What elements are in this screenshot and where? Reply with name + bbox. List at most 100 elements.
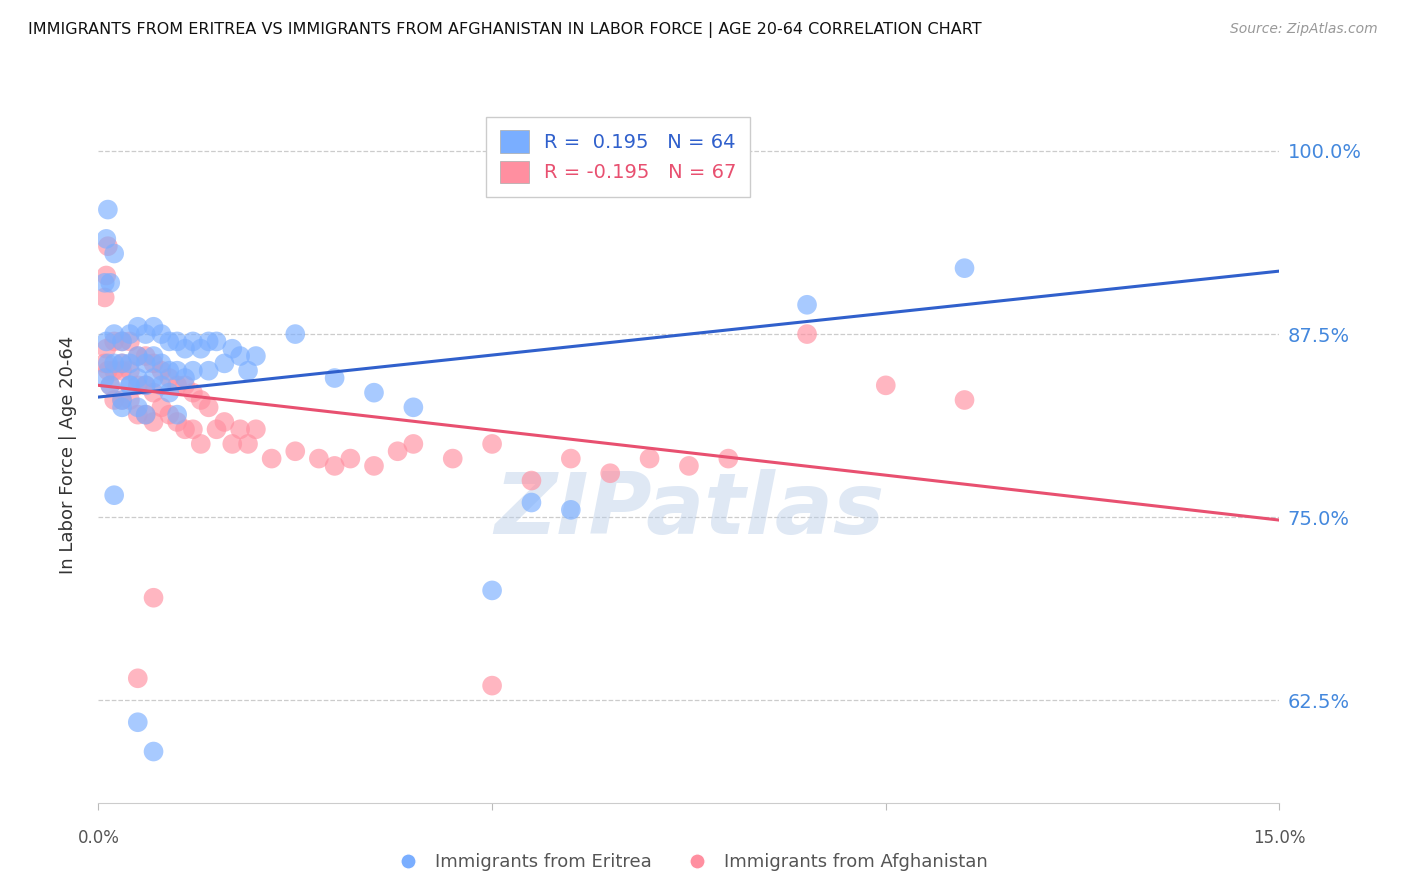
Point [875, 378, 897, 392]
Point [93, 371, 115, 385]
Point [520, 474, 543, 488]
Point [150, 401, 173, 415]
Point [236, 364, 259, 378]
Point [142, 745, 165, 759]
Point [150, 327, 173, 342]
Point [560, 503, 582, 517]
Point [135, 378, 157, 392]
Point [111, 392, 134, 407]
Point [127, 349, 149, 363]
Point [157, 385, 180, 400]
Point [284, 327, 307, 342]
Point [174, 378, 197, 392]
Point [387, 444, 409, 458]
Point [166, 364, 188, 378]
Point [197, 334, 219, 349]
Point [181, 385, 204, 400]
Point [481, 679, 503, 693]
Point [135, 356, 157, 370]
Point [96, 232, 118, 246]
Point [111, 334, 134, 349]
Point [93, 356, 115, 370]
Point [111, 364, 134, 378]
Point [221, 342, 243, 356]
Point [363, 385, 385, 400]
Point [157, 408, 180, 422]
Point [96, 268, 118, 283]
Point [678, 458, 700, 473]
Point [190, 392, 212, 407]
Point [205, 422, 228, 436]
Point [717, 451, 740, 466]
Point [118, 378, 141, 392]
Point [150, 378, 173, 392]
Point [181, 422, 204, 436]
Point [97, 364, 120, 378]
Point [135, 327, 157, 342]
Point [323, 458, 346, 473]
Point [363, 458, 385, 473]
Point [796, 327, 818, 342]
Point [142, 385, 165, 400]
Point [93, 276, 115, 290]
Point [111, 356, 134, 370]
Text: IMMIGRANTS FROM ERITREA VS IMMIGRANTS FROM AFGHANISTAN IN LABOR FORCE | AGE 20-6: IMMIGRANTS FROM ERITREA VS IMMIGRANTS FR… [28, 22, 981, 38]
Point [118, 378, 141, 392]
Point [229, 422, 252, 436]
Point [127, 378, 149, 392]
Point [103, 334, 125, 349]
Legend: R =  0.195   N = 64, R = -0.195   N = 67: R = 0.195 N = 64, R = -0.195 N = 67 [486, 117, 751, 196]
Point [166, 408, 188, 422]
Point [638, 451, 661, 466]
Point [103, 327, 125, 342]
Point [118, 356, 141, 370]
Point [953, 261, 976, 276]
Point [135, 378, 157, 392]
Point [97, 239, 120, 253]
Point [260, 451, 283, 466]
Point [111, 334, 134, 349]
Point [142, 591, 165, 605]
Point [157, 334, 180, 349]
Point [181, 364, 204, 378]
Point [142, 349, 165, 363]
Point [205, 334, 228, 349]
Point [481, 437, 503, 451]
Point [127, 715, 149, 730]
Point [197, 364, 219, 378]
Text: ZIPatlas: ZIPatlas [494, 469, 884, 552]
Point [103, 392, 125, 407]
Point [441, 451, 464, 466]
Point [402, 401, 425, 415]
Point [953, 392, 976, 407]
Point [127, 349, 149, 363]
Point [111, 392, 134, 407]
Point [796, 298, 818, 312]
Point [96, 342, 118, 356]
Point [103, 488, 125, 502]
Point [97, 202, 120, 217]
Point [166, 415, 188, 429]
Point [118, 364, 141, 378]
Point [96, 334, 118, 349]
Point [150, 364, 173, 378]
Point [127, 408, 149, 422]
Point [93, 290, 115, 304]
Point [323, 371, 346, 385]
Point [150, 356, 173, 370]
Point [142, 371, 165, 385]
Point [190, 342, 212, 356]
Point [103, 356, 125, 370]
Point [135, 349, 157, 363]
Point [157, 364, 180, 378]
Point [98, 378, 121, 392]
Point [181, 334, 204, 349]
Point [599, 467, 621, 481]
Point [142, 415, 165, 429]
Point [245, 422, 267, 436]
Point [157, 371, 180, 385]
Point [127, 401, 149, 415]
Point [103, 364, 125, 378]
Point [98, 276, 121, 290]
Point [118, 392, 141, 407]
